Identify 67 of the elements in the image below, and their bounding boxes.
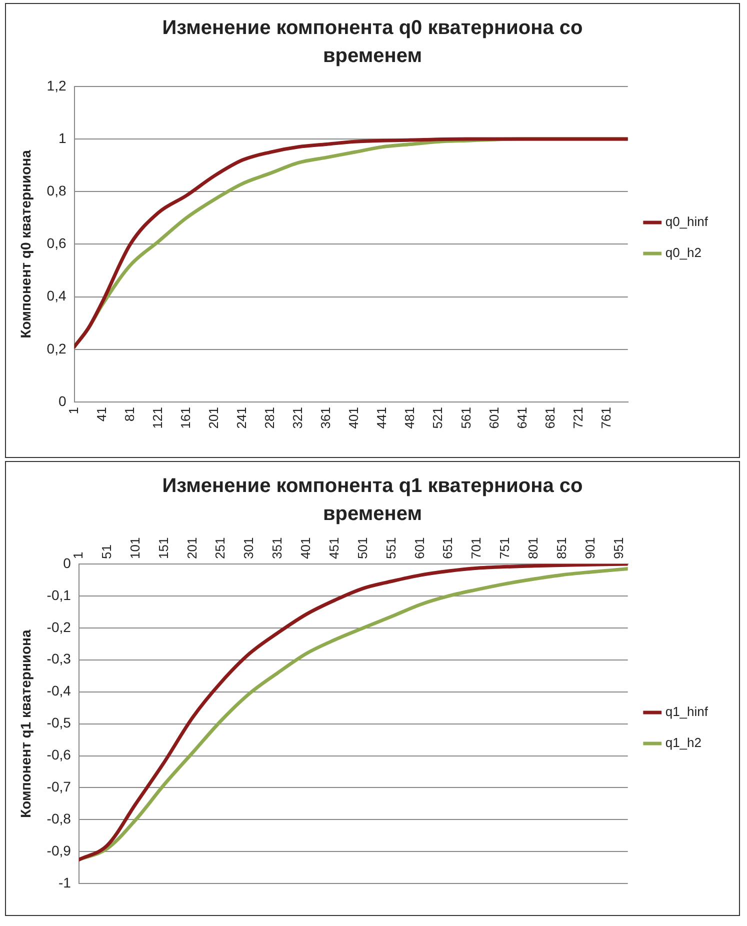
x-tick-label: 641 [514, 407, 530, 429]
x-tick-label: 521 [430, 407, 446, 429]
legend-label: q1_hinf [665, 704, 708, 720]
x-tick-label: 561 [458, 407, 474, 429]
x-tick-label: 241 [234, 407, 250, 429]
x-tick-label: 551 [383, 537, 398, 559]
x-tick-label: 701 [468, 537, 484, 559]
x-tick-label: 301 [241, 537, 256, 559]
y-tick-label: -0,1 [46, 586, 72, 603]
y-axis-title: Компонент q0 кватерниона [17, 150, 34, 338]
x-tick-label: 481 [402, 407, 418, 429]
x-tick-label: 1 [70, 552, 86, 559]
x-tick-label: 201 [184, 537, 200, 559]
y-tick-label: 0,4 [46, 288, 66, 304]
y-tick-label: 1,2 [46, 77, 66, 94]
x-tick-label: 351 [270, 537, 285, 559]
x-tick-label: 201 [206, 407, 221, 429]
x-tick-label: 151 [156, 537, 171, 559]
x-tick-label: 761 [598, 407, 614, 429]
y-tick-label: 0 [58, 392, 66, 409]
chart-title: Изменение компонента q0 кватерниона со временем [161, 16, 584, 69]
x-tick-label: 121 [150, 407, 165, 429]
y-tick-label: -0,2 [46, 618, 72, 635]
x-tick-label: 851 [554, 537, 570, 559]
line-series [74, 137, 628, 349]
y-tick-label: 0,8 [46, 182, 66, 198]
x-tick-label: 361 [318, 407, 334, 429]
x-tick-label: 41 [94, 407, 109, 422]
x-tick-label: 401 [346, 407, 362, 429]
y-tick-label: 1 [58, 130, 66, 146]
x-tick-label: 451 [326, 537, 342, 559]
x-tick-label: 721 [570, 407, 586, 429]
x-tick-label: 801 [526, 537, 541, 559]
x-tick-label: 401 [298, 537, 314, 559]
x-tick-label: 951 [610, 537, 626, 559]
y-tick-label: -0,4 [46, 682, 72, 699]
y-tick-label: 0,2 [46, 340, 66, 356]
x-tick-label: 1 [66, 407, 81, 414]
y-tick-label: -0,7 [46, 778, 72, 795]
x-tick-label: 601 [412, 537, 427, 559]
x-tick-label: 441 [374, 407, 390, 429]
y-tick-label: -0,9 [46, 842, 72, 858]
x-tick-label: 81 [122, 407, 137, 422]
x-tick-label: 651 [440, 537, 456, 559]
y-tick-label: 0 [63, 554, 72, 571]
y-tick-label: -0,8 [46, 810, 72, 827]
x-tick-label: 751 [497, 537, 512, 559]
x-tick-label: 101 [127, 537, 142, 559]
x-tick-label: 681 [542, 407, 558, 429]
x-tick-label: 51 [98, 544, 114, 559]
legend-label: q1_h2 [665, 735, 702, 750]
legend-label: q0_h2 [665, 245, 702, 260]
y-tick-label: -0,3 [46, 650, 72, 667]
chart-title: Изменение компонента q1 кватерниона со временем [161, 474, 584, 527]
y-tick-label: 0,6 [46, 235, 66, 252]
x-tick-label: 251 [212, 537, 228, 559]
x-tick-label: 281 [262, 407, 278, 429]
legend-label: q0_hinf [665, 214, 708, 230]
x-tick-label: 161 [178, 407, 193, 429]
y-tick-label: -0,5 [46, 714, 72, 731]
x-tick-label: 601 [486, 407, 502, 429]
x-tick-label: 501 [354, 537, 370, 559]
y-tick-label: -1 [58, 874, 72, 890]
y-tick-label: -0,6 [46, 746, 72, 763]
x-tick-label: 321 [290, 407, 306, 429]
y-axis-title: Компонент q1 кватерниона [17, 629, 34, 818]
x-tick-label: 901 [582, 537, 598, 559]
